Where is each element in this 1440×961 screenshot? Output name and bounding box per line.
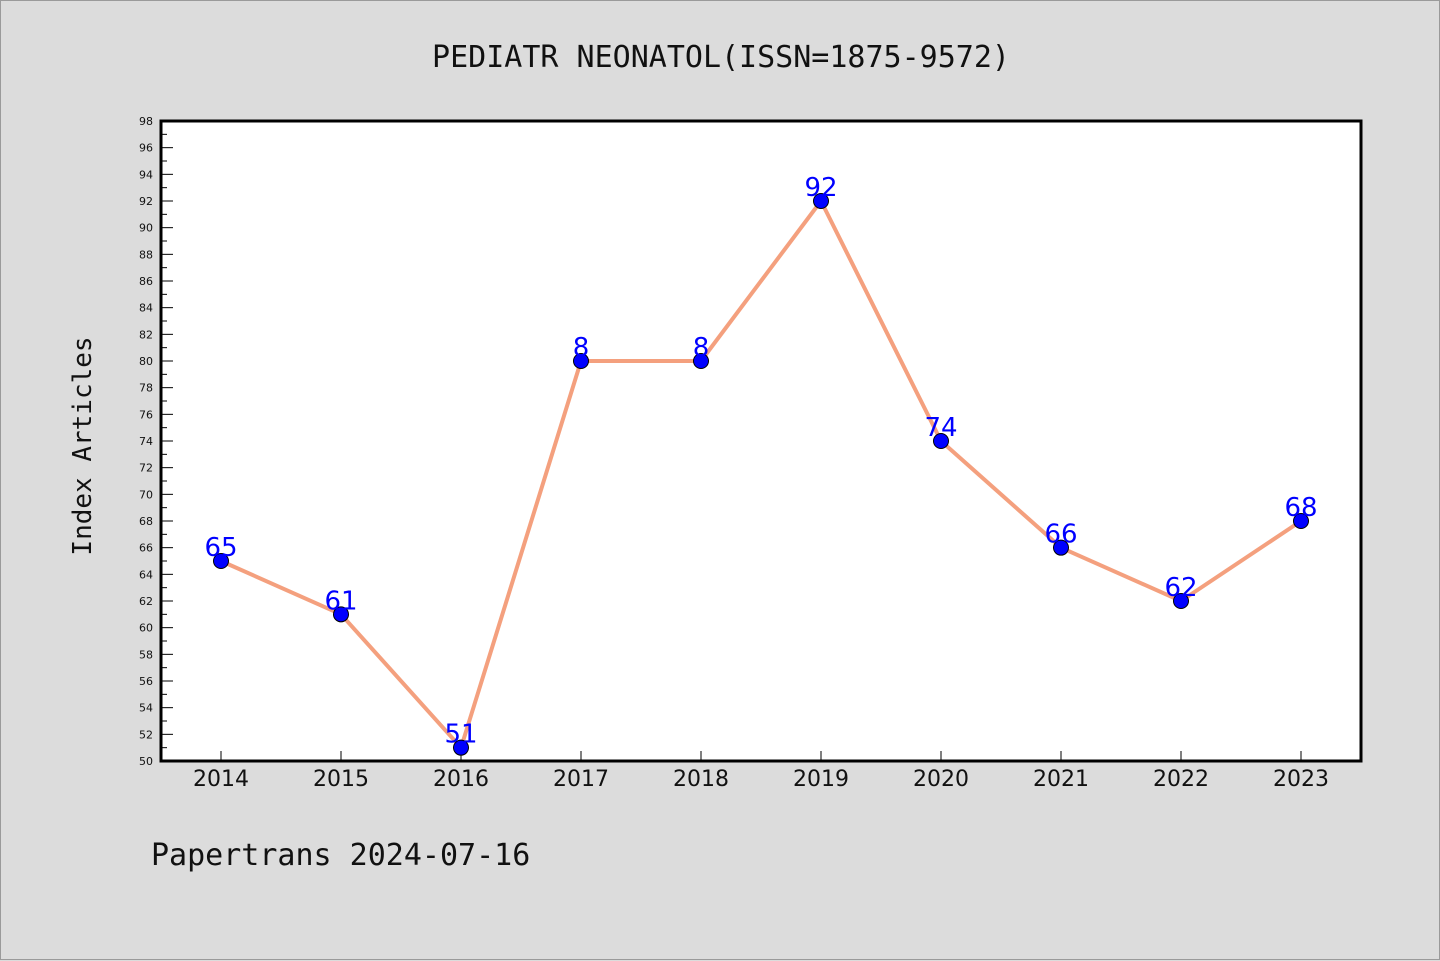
chart-title: PEDIATR NEONATOL(ISSN=1875-9572) (432, 40, 1010, 75)
series-layer: 65 61 51 8 8 92 74 66 62 68 (204, 173, 1318, 756)
y-tick-label: 50 (139, 755, 153, 768)
x-tick-label: 2023 (1273, 767, 1329, 792)
y-tick-label: 66 (139, 542, 153, 555)
data-label: 62 (1164, 573, 1197, 603)
y-tick-label: 78 (139, 382, 153, 395)
data-point (333, 606, 349, 623)
y-tick-label: 94 (139, 168, 153, 181)
y-tick-label: 82 (139, 328, 153, 341)
y-tick-label: 98 (139, 115, 153, 128)
data-label: 65 (204, 533, 237, 563)
y-tick-label: 72 (139, 462, 153, 475)
data-point (1173, 593, 1189, 609)
data-point (573, 353, 589, 369)
data-label: 8 (573, 333, 590, 363)
x-tick-label: 2017 (553, 767, 609, 792)
series-line (220, 199, 1303, 750)
y-tick-label: 74 (139, 435, 153, 448)
data-point (213, 553, 229, 569)
y-tick-label: 70 (139, 488, 153, 501)
data-label: 8 (693, 333, 710, 363)
data-label: 68 (1284, 493, 1317, 523)
y-axis: 50 52 54 56 58 60 62 64 66 68 70 72 74 76 78 80 82 84 86 88… (139, 115, 173, 768)
data-point (453, 739, 469, 756)
y-tick-label: 84 (139, 302, 153, 315)
x-tick-label: 2015 (313, 767, 369, 792)
x-tick-label: 2022 (1153, 767, 1209, 792)
y-tick-label: 60 (139, 622, 153, 635)
x-tick-label: 2021 (1033, 767, 1089, 792)
x-tick-label: 2014 (193, 767, 249, 792)
y-tick-label: 80 (139, 355, 153, 368)
y-axis-label: Index Articles (68, 336, 98, 555)
x-axis: 2014 2015 2016 2017 2018 2019 2020 2021 2022 2023 (193, 751, 1329, 792)
y-tick-label: 88 (139, 248, 153, 261)
data-label: 74 (924, 413, 957, 443)
y-tick-label: 62 (139, 595, 153, 608)
y-tick-label: 64 (139, 568, 153, 581)
footer-text: Papertrans 2024-07-16 (151, 838, 530, 873)
y-tick-label: 54 (139, 702, 153, 715)
data-label: 61 (324, 586, 357, 616)
y-tick-label: 68 (139, 515, 153, 528)
plot-frame (159, 119, 1363, 763)
x-tick-label: 2019 (793, 767, 849, 792)
x-tick-label: 2020 (913, 767, 969, 792)
data-label: 66 (1044, 520, 1077, 550)
y-tick-label: 56 (139, 675, 153, 688)
y-tick-label: 92 (139, 195, 153, 208)
data-point (693, 353, 709, 369)
data-point (933, 433, 949, 449)
data-point (1293, 513, 1309, 529)
data-point (813, 193, 829, 209)
plot-area (161, 121, 1361, 761)
y-tick-label: 52 (139, 728, 153, 741)
y-tick-label: 96 (139, 142, 153, 155)
y-tick-label: 90 (139, 222, 153, 235)
y-tick-label: 76 (139, 408, 153, 421)
x-tick-label: 2016 (433, 767, 489, 792)
data-point (1053, 539, 1069, 556)
data-label: 92 (804, 173, 837, 203)
y-tick-label: 58 (139, 648, 153, 661)
y-tick-label: 86 (139, 275, 153, 288)
x-tick-label: 2018 (673, 767, 729, 792)
data-label: 51 (444, 720, 477, 750)
